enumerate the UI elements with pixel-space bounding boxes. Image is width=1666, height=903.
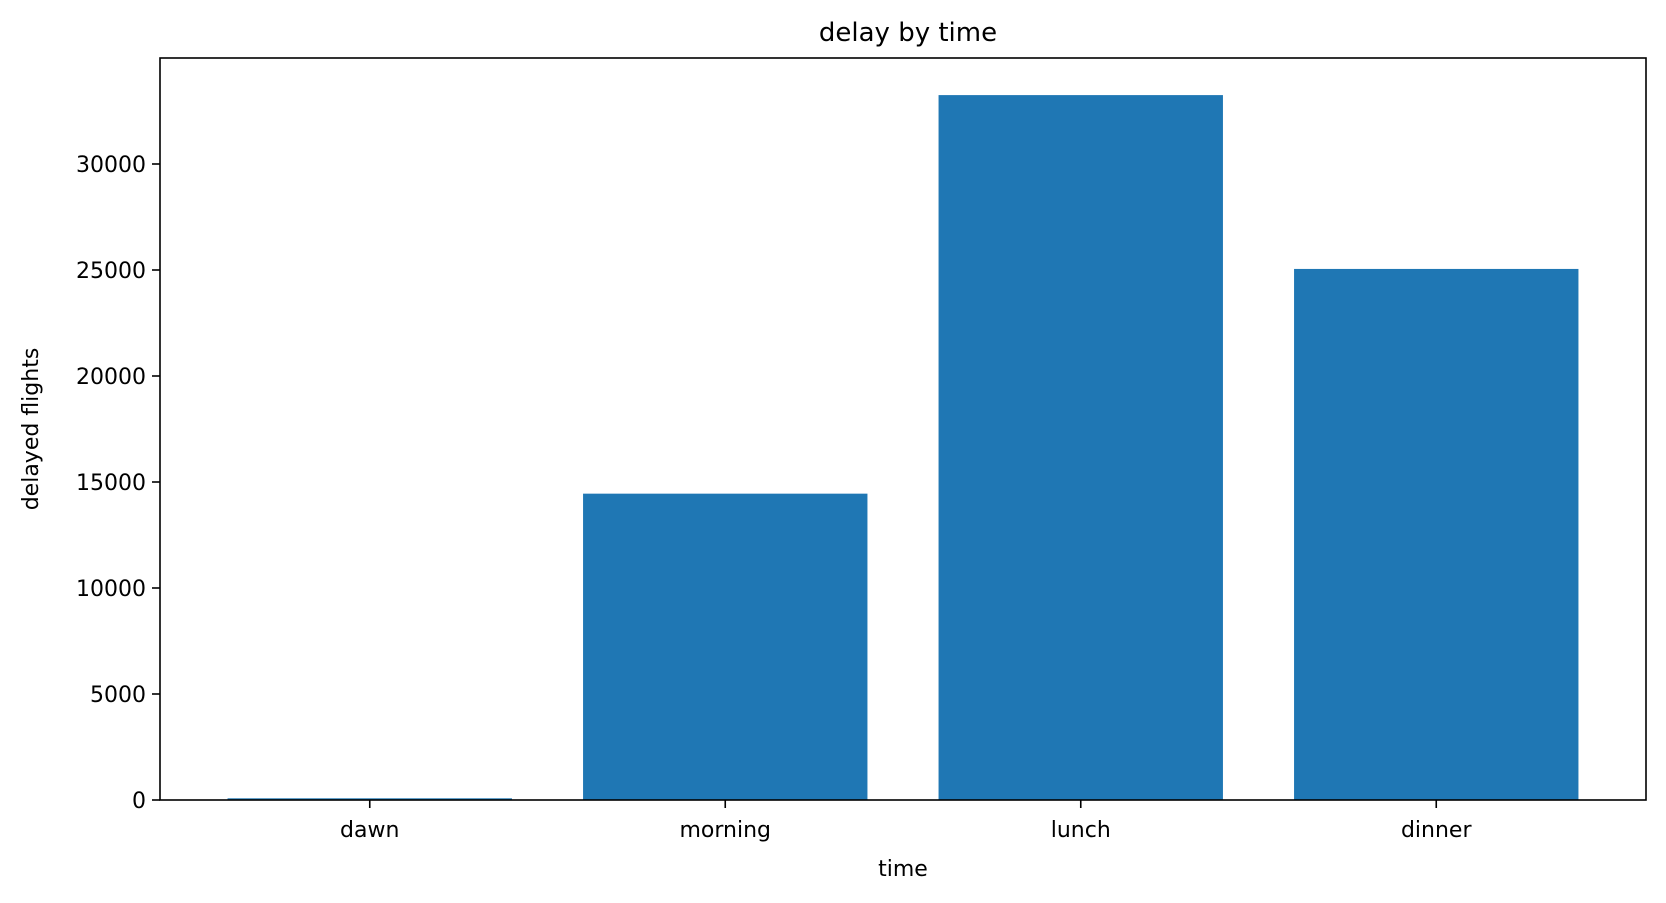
x-tick-label-lunch: lunch (1051, 818, 1111, 843)
chart-title: delay by time (819, 18, 997, 48)
y-tick-label: 15000 (76, 471, 146, 496)
x-tick-label-dawn: dawn (340, 818, 399, 843)
bars-layer (227, 95, 1579, 801)
x-axis-label: time (878, 857, 928, 882)
y-axis-label: delayed flights (19, 348, 44, 511)
bar-morning (583, 493, 868, 800)
plot-area-frame (159, 57, 1647, 801)
x-axis: dawn morning lunch dinner (340, 800, 1472, 843)
y-axis: 0 5000 10000 15000 20000 25000 30000 (76, 153, 160, 814)
y-tick-label: 10000 (76, 577, 146, 602)
y-tick-label: 5000 (90, 683, 146, 708)
bar-dawn (227, 798, 512, 800)
y-tick-label: 25000 (76, 259, 146, 284)
y-tick-label: 20000 (76, 365, 146, 390)
bar-lunch (938, 95, 1223, 801)
y-tick-label: 30000 (76, 153, 146, 178)
bar-dinner (1294, 268, 1579, 800)
y-tick-label: 0 (132, 789, 146, 814)
x-tick-label-morning: morning (679, 818, 771, 843)
x-tick-label-dinner: dinner (1401, 818, 1472, 843)
